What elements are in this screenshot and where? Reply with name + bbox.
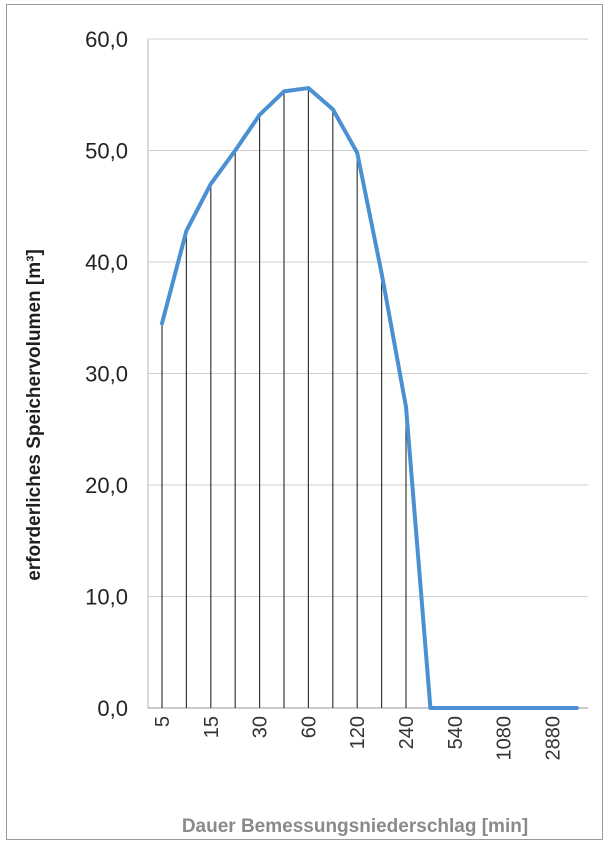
- y-tick-label: 60,0: [85, 27, 128, 52]
- x-tick-label: 120: [347, 716, 369, 749]
- x-tick-label: 2880: [542, 716, 564, 761]
- drop-lines: [161, 88, 407, 708]
- y-tick-label: 20,0: [85, 473, 128, 498]
- x-tick-labels: 5 15 30 60 120 240 540 1080 2880: [152, 716, 564, 761]
- chart-frame: [6, 4, 603, 840]
- x-tick-label: 15: [201, 716, 223, 738]
- grid-layer: [147, 38, 588, 709]
- y-axis-label: erforderliches Speichervolumen [m³]: [24, 249, 45, 581]
- y-tick-label: 40,0: [85, 250, 128, 275]
- x-tick-label: 1080: [494, 716, 516, 761]
- series-line-layer: [160, 86, 579, 710]
- x-axis-label: Dauer Bemessungsniederschlag [min]: [182, 816, 528, 837]
- y-tick-label: 50,0: [85, 139, 128, 164]
- x-tick-label: 5: [152, 716, 174, 727]
- x-tick-label: 540: [445, 716, 467, 749]
- y-tick-label: 30,0: [85, 362, 128, 387]
- x-tick-label: 240: [396, 716, 418, 749]
- y-tick-label: 10,0: [85, 585, 128, 610]
- y-tick-labels: 0,0 10,0 20,0 30,0 40,0 50,0 60,0: [85, 27, 128, 721]
- x-tick-label: 60: [298, 716, 320, 738]
- y-tick-label: 0,0: [97, 696, 128, 721]
- x-tick-label: 30: [250, 716, 272, 738]
- series-line: [160, 86, 579, 710]
